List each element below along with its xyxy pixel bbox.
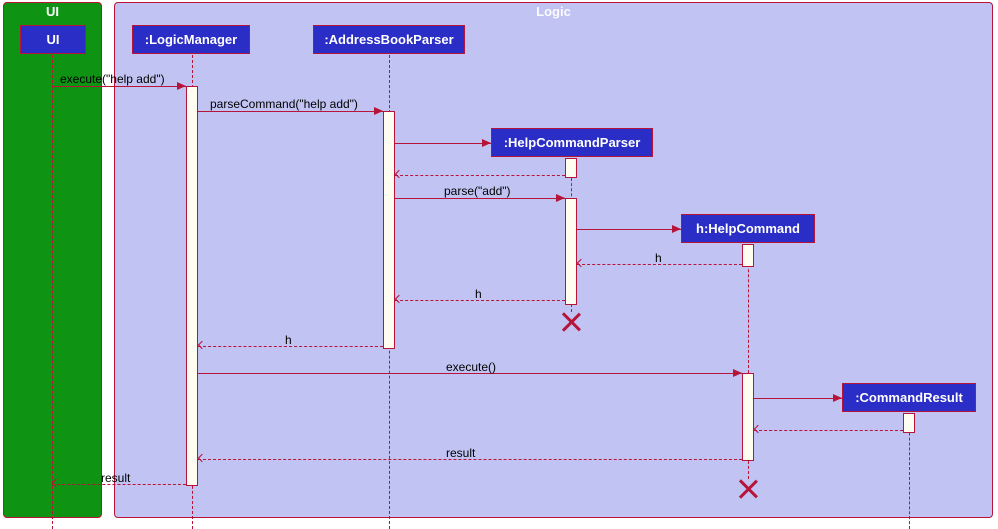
activation-helpcmd1: [742, 244, 754, 267]
participant-cmdresult: :CommandResult: [842, 383, 976, 412]
arrow-icon: [556, 194, 565, 202]
msg-return-cmdresult: [754, 430, 903, 431]
participant-parser: :AddressBookParser: [313, 25, 465, 54]
logic-box-label: Logic: [114, 4, 993, 19]
activation-helpcmd2: [742, 373, 754, 461]
activation-cmdresult: [903, 413, 915, 433]
participant-logicmgr: :LogicManager: [132, 25, 250, 54]
msg-label-h3: h: [285, 333, 292, 347]
msg-label-execute: execute(): [446, 360, 496, 374]
activation-logicmgr: [186, 86, 198, 486]
participant-helpcmd: h:HelpCommand: [681, 214, 815, 243]
activation-parser: [383, 111, 395, 349]
arrow-icon: [177, 82, 186, 90]
msg-create-helpparser: [395, 143, 491, 144]
msg-label-result1: result: [446, 446, 475, 460]
msg-label-execute-help: execute("help add"): [60, 72, 165, 86]
ui-box-label: UI: [3, 4, 102, 19]
arrow-icon: [672, 225, 681, 233]
participant-ui: UI: [20, 25, 86, 54]
activation-helpparser2: [565, 198, 577, 305]
msg-label-parsecommand: parseCommand("help add"): [210, 97, 358, 111]
msg-create-cmdresult: [754, 398, 842, 399]
logic-box: [114, 2, 993, 518]
msg-create-helpcmd: [577, 229, 681, 230]
arrow-icon: [733, 369, 742, 377]
lifeline-ui: [52, 55, 53, 529]
msg-label-result2: result: [101, 471, 130, 485]
activation-helpparser1: [565, 158, 577, 178]
msg-label-h2: h: [475, 287, 482, 301]
arrow-icon: [833, 394, 842, 402]
msg-return-helpparser1: [395, 175, 565, 176]
msg-execute-help: [52, 86, 186, 87]
msg-parse-add: [395, 198, 565, 199]
arrow-icon: [374, 107, 383, 115]
destroy-icon: [561, 312, 581, 332]
msg-parsecommand: [198, 111, 383, 112]
participant-helpparser: :HelpCommandParser: [491, 128, 653, 157]
msg-label-h1: h: [655, 251, 662, 265]
destroy-icon: [738, 479, 758, 499]
arrow-icon: [482, 139, 491, 147]
msg-label-parse-add: parse("add"): [444, 184, 511, 198]
